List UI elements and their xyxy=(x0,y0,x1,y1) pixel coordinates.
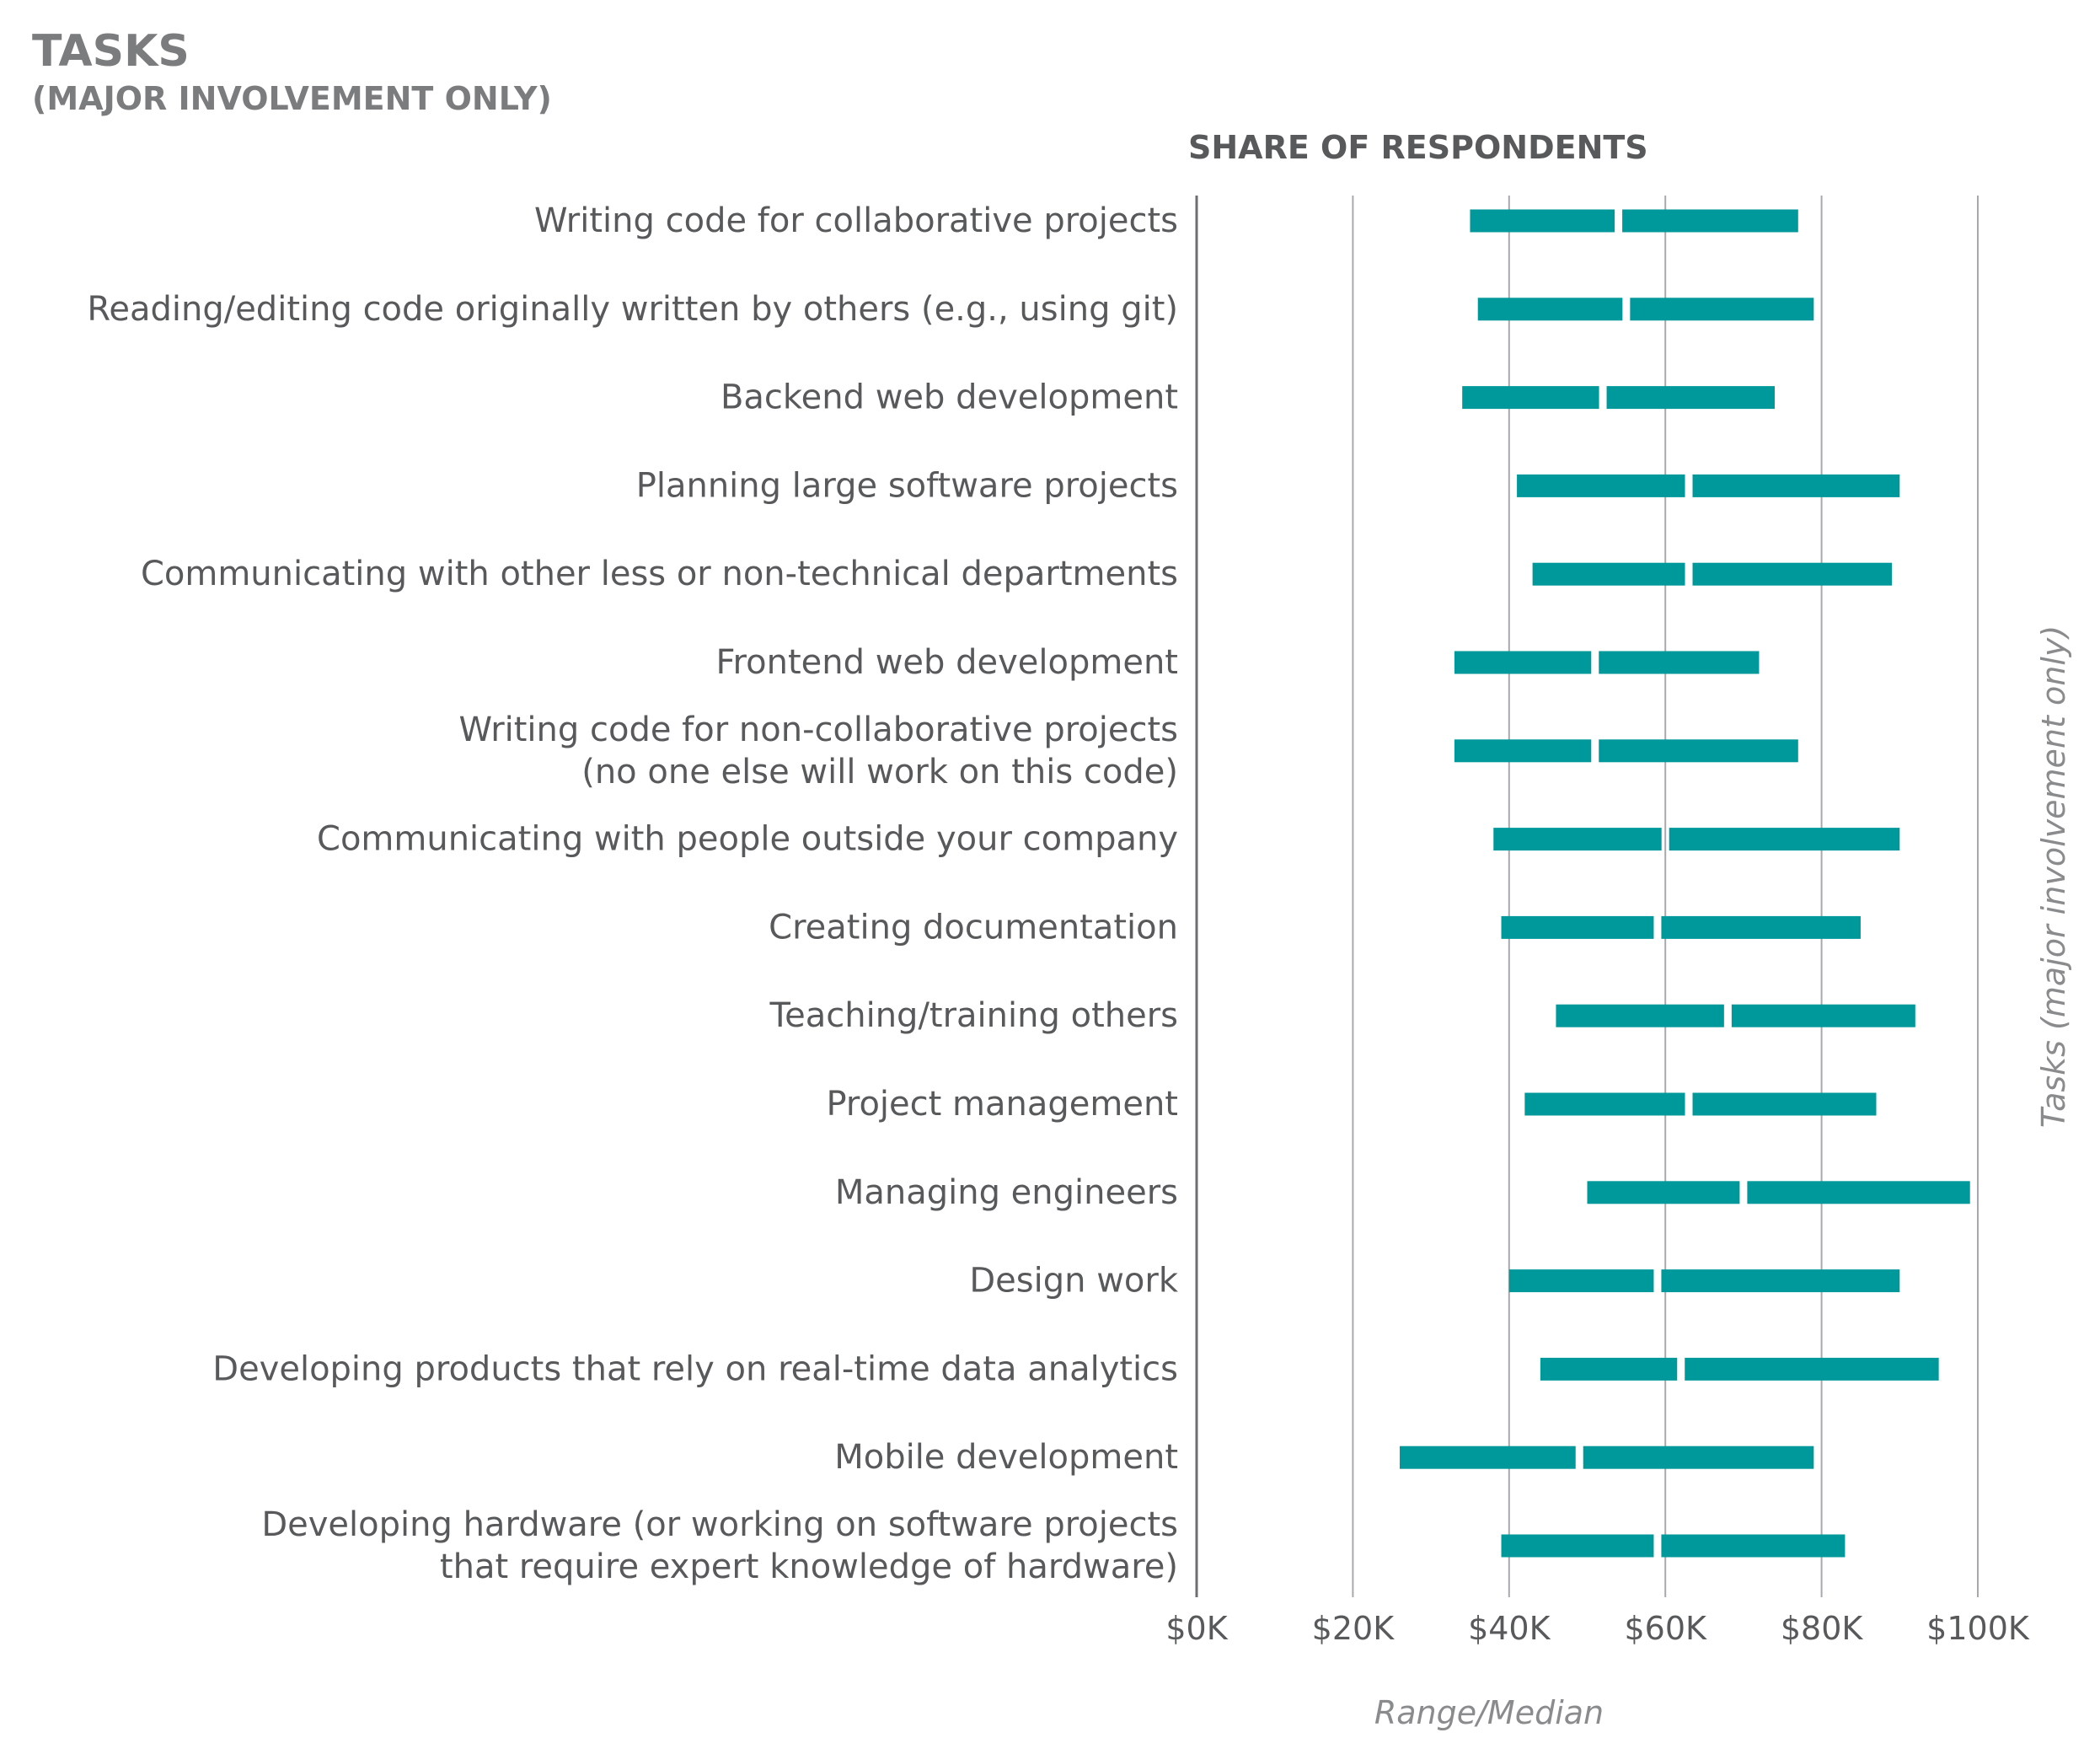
category-label: Frontend web development xyxy=(715,643,1178,682)
category-labels: Writing code for collaborative projects R… xyxy=(87,201,1178,1586)
category-label: Creating documentation xyxy=(769,908,1178,947)
category-label: Managing engineers xyxy=(835,1173,1178,1212)
range-bar-lower xyxy=(1524,1092,1685,1116)
range-bar-lower xyxy=(1454,739,1592,763)
chart-title: SHARE OF RESPONDENTS xyxy=(1188,129,1648,166)
x-tick-labels: $0K $20K $40K $60K $80K $100K xyxy=(1165,1610,2030,1647)
range-bar-upper xyxy=(1630,298,1814,321)
range-bar-lower xyxy=(1501,915,1654,939)
range-bar-upper xyxy=(1606,386,1775,410)
range-bar-lower xyxy=(1501,1534,1654,1558)
range-bar-lower xyxy=(1517,474,1685,497)
category-label: Developing products that rely on real-ti… xyxy=(212,1349,1178,1388)
category-label: Design work xyxy=(969,1262,1178,1301)
x-tick-label: $20K xyxy=(1312,1610,1396,1647)
page-subtitle: (MAJOR INVOLVEMENT ONLY) xyxy=(32,80,552,117)
range-bar-lower xyxy=(1540,1357,1678,1381)
range-bar-lower xyxy=(1470,209,1615,233)
x-axis-label: Range/Median xyxy=(1374,1694,1604,1731)
range-bar-upper xyxy=(1583,1446,1814,1469)
x-tick-label: $60K xyxy=(1624,1610,1707,1647)
range-bar-lower xyxy=(1508,1269,1654,1293)
range-bar-lower xyxy=(1462,386,1599,410)
range-bar-upper xyxy=(1669,828,1900,851)
category-label: Writing code for non-collaborative proje… xyxy=(458,711,1178,749)
range-bar-upper xyxy=(1685,1357,1939,1381)
category-label: Writing code for collaborative projects xyxy=(534,201,1178,240)
range-bar-upper xyxy=(1622,209,1798,233)
x-tick-label: $100K xyxy=(1926,1610,2030,1647)
category-label: that require expert knowledge of hardwar… xyxy=(440,1547,1178,1586)
range-bar-lower xyxy=(1532,562,1685,586)
range-bar-upper xyxy=(1692,474,1900,497)
range-bar-lower xyxy=(1454,651,1592,674)
category-label: (no one else will work on this code) xyxy=(581,753,1178,791)
category-label: Developing hardware (or working on softw… xyxy=(261,1505,1178,1544)
category-label: Communicating with other less or non-tec… xyxy=(141,555,1178,593)
range-bar-upper xyxy=(1747,1181,1970,1204)
x-tick-label: $0K xyxy=(1165,1610,1228,1647)
range-bar-upper xyxy=(1599,739,1798,763)
category-label: Project management xyxy=(826,1085,1178,1124)
range-bar-lower xyxy=(1477,298,1623,321)
category-label: Teaching/training others xyxy=(769,996,1178,1035)
category-label: Planning large software projects xyxy=(636,466,1178,505)
range-bar-upper xyxy=(1661,1534,1846,1558)
gridlines xyxy=(1195,196,1979,1597)
page-title: TASKS xyxy=(32,26,190,77)
range-bar-upper xyxy=(1661,915,1861,939)
category-label: Reading/editing code originally written … xyxy=(87,290,1178,329)
range-bar-upper xyxy=(1661,1269,1900,1293)
x-tick-label: $80K xyxy=(1781,1610,1864,1647)
range-bar-upper xyxy=(1731,1004,1915,1027)
range-bar-upper xyxy=(1692,562,1893,586)
category-label: Communicating with people outside your c… xyxy=(317,820,1178,859)
range-bar-lower xyxy=(1556,1004,1724,1027)
y-axis-label: Tasks (major involvement only) xyxy=(2035,625,2072,1128)
x-tick-label: $40K xyxy=(1468,1610,1551,1647)
range-bar-upper xyxy=(1599,651,1760,674)
range-bar-lower xyxy=(1493,828,1662,851)
range-bar-lower xyxy=(1587,1181,1740,1204)
category-label: Mobile development xyxy=(834,1438,1178,1477)
range-bar-lower xyxy=(1400,1446,1576,1469)
range-bar-upper xyxy=(1692,1092,1877,1116)
category-label: Backend web development xyxy=(721,378,1178,417)
range-bars xyxy=(1400,209,1970,1558)
